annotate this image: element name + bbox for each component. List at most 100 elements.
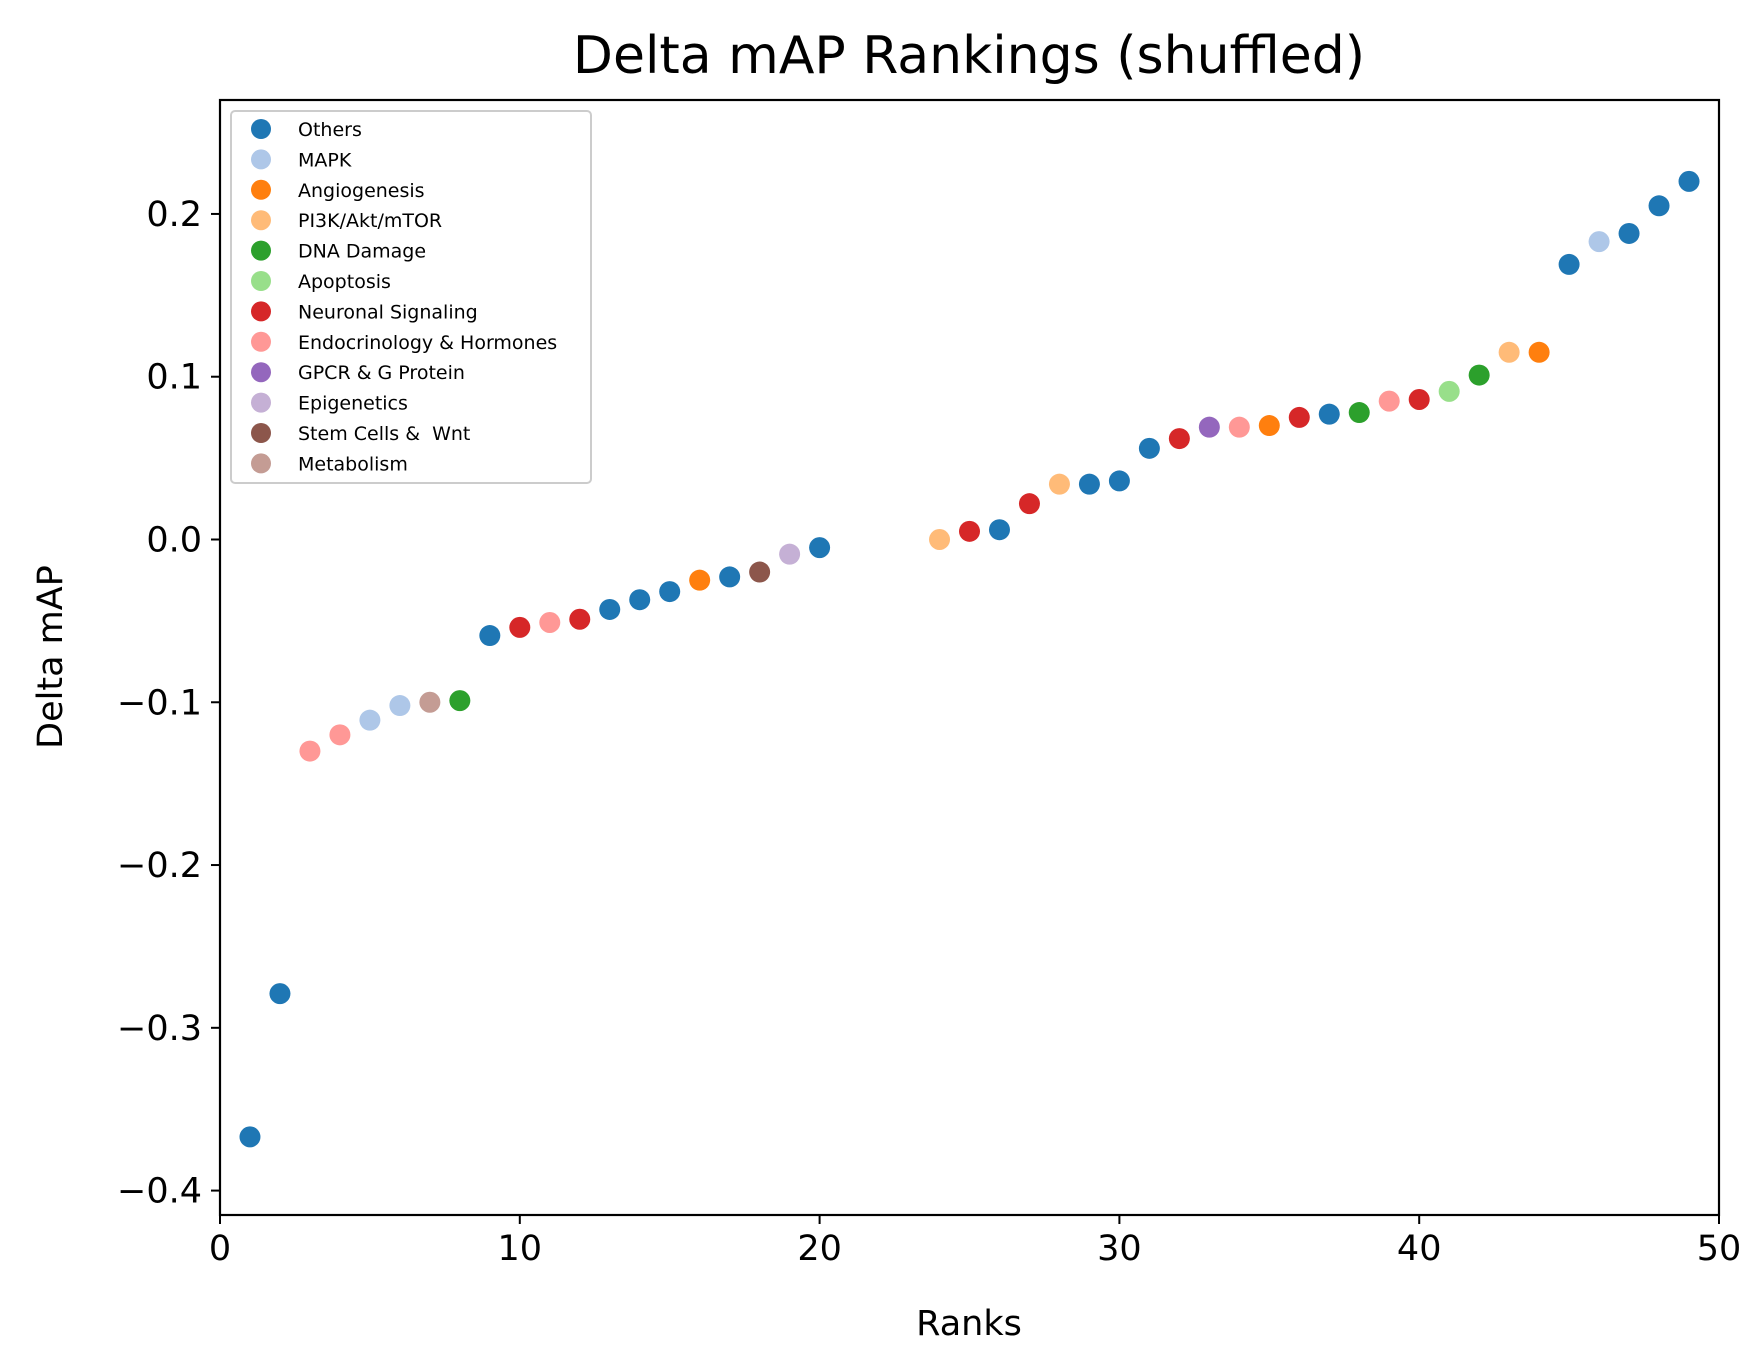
series-5: [1438, 380, 1460, 402]
legend-label: Others: [298, 119, 362, 141]
data-point: [1528, 341, 1550, 363]
data-point: [719, 566, 741, 588]
series-6: [509, 389, 1430, 638]
data-point: [1438, 380, 1460, 402]
legend-label: DNA Damage: [298, 241, 426, 263]
data-point: [749, 561, 771, 583]
data-point: [1378, 390, 1400, 412]
data-point: [1258, 415, 1280, 437]
x-tick-label: 10: [498, 1229, 543, 1269]
data-point: [1228, 416, 1250, 438]
series-9: [779, 543, 801, 565]
legend-label: GPCR & G Protein: [298, 362, 465, 384]
data-point: [329, 724, 351, 746]
legend-marker: [251, 453, 271, 474]
series-10: [749, 561, 771, 583]
y-tick-label: −0.3: [117, 1009, 202, 1049]
series-4: [449, 364, 1490, 712]
legend-label: MAPK: [298, 149, 352, 171]
legend-marker: [251, 119, 271, 139]
data-points: [239, 170, 1700, 1148]
legend-marker: [251, 179, 271, 200]
legend-marker: [251, 210, 271, 231]
data-point: [1288, 406, 1310, 428]
data-point: [1048, 473, 1070, 495]
data-point: [1618, 222, 1640, 244]
legend-marker: [251, 240, 271, 261]
legend-label: PI3K/Akt/mTOR: [298, 210, 442, 232]
data-point: [1348, 402, 1370, 424]
data-point: [1498, 341, 1520, 363]
legend-label: Apoptosis: [298, 271, 391, 293]
data-point: [959, 520, 980, 542]
legend-marker: [251, 362, 271, 383]
series-1: [359, 231, 1610, 731]
series-3: [929, 341, 1520, 550]
data-point: [269, 983, 291, 1005]
chart-title: Delta mAP Rankings (shuffled): [573, 26, 1365, 86]
data-point: [1198, 416, 1220, 438]
data-point: [1168, 428, 1190, 450]
x-tick-label: 50: [1697, 1229, 1742, 1269]
data-point: [419, 691, 441, 713]
legend-label: Metabolism: [298, 453, 408, 475]
data-point: [689, 569, 711, 591]
data-point: [1648, 195, 1670, 217]
data-point: [599, 598, 621, 620]
series-2: [689, 341, 1550, 591]
data-point: [1588, 231, 1610, 253]
data-point: [1408, 389, 1430, 411]
legend-marker: [251, 301, 271, 322]
axis-ticks: 0 10 20 30 40 50 −0.4 −0.3 −0.2 −0.1 0.0 0.1 0.2: [117, 195, 1741, 1269]
data-point: [1468, 364, 1490, 386]
data-point: [389, 695, 411, 717]
series-0: [239, 170, 1700, 1148]
x-tick-label: 40: [1397, 1229, 1442, 1269]
x-tick-label: 30: [1097, 1229, 1142, 1269]
x-tick-label: 0: [209, 1229, 231, 1269]
legend-label: Angiogenesis: [298, 180, 425, 202]
legend-box: [230, 110, 592, 484]
data-point: [1138, 437, 1160, 459]
data-point: [988, 519, 1010, 541]
y-tick-label: 0.2: [146, 195, 202, 235]
data-point: [1318, 403, 1340, 425]
data-point: [1678, 170, 1700, 192]
legend-marker: [251, 331, 271, 352]
series-7: [299, 390, 1400, 762]
data-point: [449, 690, 471, 712]
legend-marker: [251, 271, 271, 291]
y-tick-label: 0.0: [146, 520, 202, 560]
legend-label: Endocrinology & Hormones: [298, 332, 557, 354]
legend-label: Neuronal Signaling: [298, 301, 478, 323]
legend-marker: [251, 423, 271, 443]
series-11: [419, 691, 441, 713]
data-point: [539, 612, 561, 634]
data-point: [1108, 470, 1130, 492]
data-point: [629, 589, 651, 611]
data-point: [809, 537, 831, 559]
y-axis-title: Delta mAP: [31, 565, 71, 749]
data-point: [929, 528, 951, 550]
x-axis-title: Ranks: [916, 1304, 1022, 1344]
plot-frame: [218, 98, 1721, 1217]
data-point: [1078, 473, 1100, 495]
legend-label: Stem Cells & Wnt: [298, 423, 470, 445]
legend-marker: [251, 392, 271, 413]
legend: Others MAPK Angiogenesis PI3K/Akt/mTOR DNA D…: [230, 110, 592, 484]
data-point: [1018, 493, 1040, 515]
y-tick-label: −0.1: [117, 683, 202, 723]
legend-marker: [251, 149, 271, 170]
series-8: [1198, 416, 1220, 438]
data-point: [359, 709, 381, 731]
legend-label: Epigenetics: [298, 393, 408, 415]
x-tick-label: 20: [797, 1229, 842, 1269]
data-point: [239, 1126, 261, 1148]
data-point: [299, 740, 321, 762]
y-tick-label: −0.2: [117, 846, 202, 886]
data-point: [1558, 253, 1580, 275]
data-point: [569, 608, 591, 630]
data-point: [479, 625, 501, 647]
data-point: [509, 616, 531, 638]
